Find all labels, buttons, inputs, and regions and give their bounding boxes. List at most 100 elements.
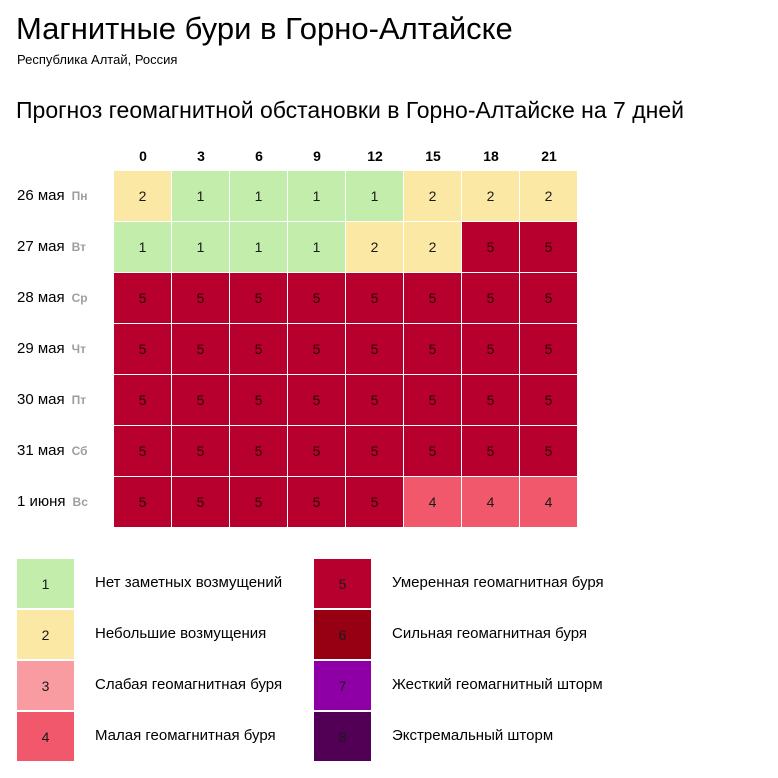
hour-header: 15 xyxy=(425,148,441,164)
forecast-cell: 5 xyxy=(288,273,345,323)
legend-swatch: 5 xyxy=(314,559,371,608)
forecast-cell: 5 xyxy=(520,273,577,323)
forecast-cell: 2 xyxy=(404,222,461,272)
forecast-cell: 5 xyxy=(172,324,229,374)
row-weekday: Пн xyxy=(71,189,88,203)
legend-item: 2 Небольшие возмущения xyxy=(17,610,357,661)
forecast-cell: 1 xyxy=(288,222,345,272)
forecast-cell: 5 xyxy=(114,426,171,476)
forecast-cell: 5 xyxy=(462,273,519,323)
forecast-cell: 5 xyxy=(172,477,229,527)
row-date: 29 мая xyxy=(17,340,65,357)
forecast-cell: 5 xyxy=(520,375,577,425)
forecast-cell: 2 xyxy=(404,171,461,221)
forecast-cell: 5 xyxy=(520,324,577,374)
legend-label: Слабая геомагнитная буря xyxy=(95,676,283,693)
forecast-cell: 5 xyxy=(114,477,171,527)
forecast-cell: 5 xyxy=(288,375,345,425)
legend-swatch: 4 xyxy=(17,712,74,761)
forecast-cell: 2 xyxy=(520,171,577,221)
legend-item: 6 Сильная геомагнитная буря xyxy=(314,610,654,661)
row-label: 30 мая Пт xyxy=(17,391,86,409)
row-label: 1 июня Вс xyxy=(17,493,88,511)
legend-label: Нет заметных возмущений xyxy=(95,574,283,591)
forecast-cell: 5 xyxy=(288,324,345,374)
legend-label: Жесткий геомагнитный шторм xyxy=(392,676,603,693)
page-subtitle: Республика Алтай, Россия xyxy=(17,52,178,67)
forecast-row: 26 мая Пн 2 1 1 1 1 2 2 2 xyxy=(0,171,580,222)
forecast-cell: 5 xyxy=(346,324,403,374)
legend-item: 4 Малая геомагнитная буря xyxy=(17,712,357,763)
legend-swatch: 7 xyxy=(314,661,371,710)
hour-header: 21 xyxy=(541,148,557,164)
forecast-cell: 1 xyxy=(172,222,229,272)
forecast-cell: 2 xyxy=(114,171,171,221)
row-label: 29 мая Чт xyxy=(17,340,86,358)
forecast-cell: 5 xyxy=(346,273,403,323)
row-weekday: Чт xyxy=(71,342,86,356)
forecast-title: Прогноз геомагнитной обстановки в Горно-… xyxy=(16,97,684,123)
legend-item: 5 Умеренная геомагнитная буря xyxy=(314,559,654,610)
forecast-row: 31 мая Сб 5 5 5 5 5 5 5 5 xyxy=(0,426,580,477)
hour-header: 0 xyxy=(139,148,147,164)
forecast-cell: 1 xyxy=(230,171,287,221)
hour-header: 18 xyxy=(483,148,499,164)
row-date: 30 мая xyxy=(17,391,65,408)
legend-label: Небольшие возмущения xyxy=(95,625,267,642)
row-weekday: Пт xyxy=(71,393,87,407)
forecast-cell: 5 xyxy=(346,426,403,476)
forecast-cell: 5 xyxy=(230,324,287,374)
forecast-cell: 5 xyxy=(404,426,461,476)
row-date: 1 июня xyxy=(17,493,66,510)
row-date: 27 мая xyxy=(17,238,65,255)
hour-header-row: 0 3 6 9 12 15 18 21 xyxy=(114,143,578,171)
hour-header: 3 xyxy=(197,148,205,164)
forecast-cell: 4 xyxy=(520,477,577,527)
hour-header: 9 xyxy=(313,148,321,164)
legend-item: 3 Слабая геомагнитная буря xyxy=(17,661,357,712)
forecast-row: 27 мая Вт 1 1 1 1 2 2 5 5 xyxy=(0,222,580,273)
forecast-cell: 5 xyxy=(230,375,287,425)
forecast-cell: 5 xyxy=(520,426,577,476)
forecast-cell: 1 xyxy=(114,222,171,272)
row-date: 31 мая xyxy=(17,442,65,459)
forecast-cell: 1 xyxy=(172,171,229,221)
forecast-cell: 5 xyxy=(462,324,519,374)
legend-item: 1 Нет заметных возмущений xyxy=(17,559,357,610)
forecast-cell: 5 xyxy=(230,273,287,323)
forecast-cell: 5 xyxy=(404,375,461,425)
forecast-cell: 5 xyxy=(114,375,171,425)
forecast-cell: 4 xyxy=(404,477,461,527)
hour-header: 12 xyxy=(367,148,383,164)
forecast-cell: 5 xyxy=(404,273,461,323)
row-weekday: Сб xyxy=(71,444,88,458)
row-date: 26 мая xyxy=(17,187,65,204)
page-title: Магнитные бури в Горно-Алтайске xyxy=(16,11,513,46)
forecast-cell: 5 xyxy=(172,426,229,476)
forecast-row: 30 мая Пт 5 5 5 5 5 5 5 5 xyxy=(0,375,580,426)
row-label: 27 мая Вт xyxy=(17,238,86,256)
legend-label: Малая геомагнитная буря xyxy=(95,727,276,744)
forecast-cell: 2 xyxy=(462,171,519,221)
forecast-row: 28 мая Ср 5 5 5 5 5 5 5 5 xyxy=(0,273,580,324)
legend-item: 7 Жесткий геомагнитный шторм xyxy=(314,661,654,712)
forecast-row: 1 июня Вс 5 5 5 5 5 4 4 4 xyxy=(0,477,580,528)
legend-label: Сильная геомагнитная буря xyxy=(392,625,587,642)
forecast-cell: 1 xyxy=(230,222,287,272)
legend-label: Экстремальный шторм xyxy=(392,727,554,744)
row-weekday: Ср xyxy=(71,291,88,305)
row-label: 28 мая Ср xyxy=(17,289,88,307)
forecast-cell: 2 xyxy=(346,222,403,272)
hour-header: 6 xyxy=(255,148,263,164)
row-label: 31 мая Сб xyxy=(17,442,88,460)
forecast-cell: 5 xyxy=(462,222,519,272)
forecast-cell: 5 xyxy=(172,375,229,425)
forecast-cell: 1 xyxy=(346,171,403,221)
forecast-row: 29 мая Чт 5 5 5 5 5 5 5 5 xyxy=(0,324,580,375)
legend-swatch: 6 xyxy=(314,610,371,659)
forecast-cell: 5 xyxy=(404,324,461,374)
forecast-cell: 5 xyxy=(288,426,345,476)
forecast-cell: 1 xyxy=(288,171,345,221)
legend-swatch: 2 xyxy=(17,610,74,659)
legend-item: 8 Экстремальный шторм xyxy=(314,712,654,763)
